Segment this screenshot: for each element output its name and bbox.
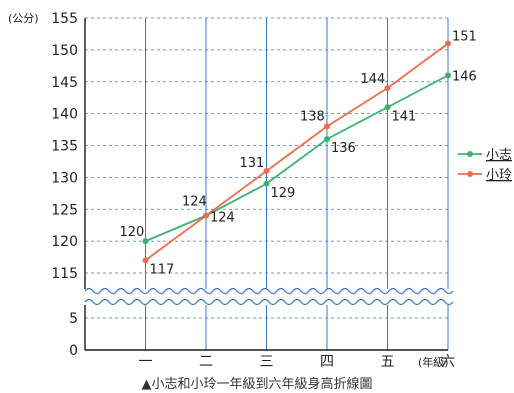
data-label: 136 [331, 141, 356, 156]
x-tick-label: 五 [381, 354, 395, 370]
y-tick-label: 155 [51, 11, 78, 27]
legend-label-0: 小志 [486, 148, 512, 163]
legend-marker-0 [467, 151, 473, 157]
data-point [445, 72, 451, 79]
data-point [324, 123, 330, 130]
data-point [142, 238, 149, 245]
legend-label-1: 小玲 [486, 168, 512, 183]
y-tick-label: 0 [69, 343, 78, 359]
data-label: 117 [150, 262, 175, 277]
y-tick-label: 130 [51, 170, 78, 186]
x-tick-label: 六 [441, 354, 455, 370]
axis-break-wave-top [84, 287, 454, 295]
data-point [142, 257, 149, 264]
data-label: 124 [210, 211, 235, 226]
data-label: 131 [240, 156, 265, 171]
x-tick-label: 一 [139, 354, 153, 370]
x-tick-label: 二 [199, 354, 213, 370]
y-axis-unit: (公分) [8, 12, 39, 25]
y-tick-label: 115 [51, 266, 78, 282]
x-tick-label: 三 [260, 354, 274, 370]
y-tick-label: 150 [51, 43, 78, 59]
data-label: 146 [452, 69, 477, 84]
data-label: 120 [120, 225, 145, 240]
y-tick-label: 135 [51, 139, 78, 155]
data-point [384, 104, 391, 111]
chart-caption: ▲小志和小玲一年級到六年級身高折線圖 [142, 376, 373, 392]
axis-break-wave-bottom [84, 298, 454, 306]
y-tick-label: 5 [69, 311, 78, 327]
y-tick-label: 145 [51, 75, 78, 91]
data-point [324, 136, 330, 143]
series-line-1 [144, 42, 449, 261]
data-point [263, 180, 270, 187]
data-label: 124 [182, 195, 207, 210]
data-point [263, 168, 270, 174]
data-point [203, 212, 209, 219]
data-label: 138 [300, 109, 325, 124]
x-tick-label: 四 [320, 354, 334, 370]
data-label: 144 [361, 72, 386, 87]
y-tick-label: 125 [51, 202, 78, 218]
y-tick-label: 140 [51, 107, 78, 123]
data-label: 151 [452, 30, 477, 45]
data-point [445, 40, 451, 47]
data-label: 129 [271, 186, 296, 201]
x-axis-unit: (年級) [418, 355, 449, 369]
data-label: 141 [392, 109, 417, 124]
legend-marker-1 [467, 171, 473, 177]
data-point [384, 85, 391, 92]
y-tick-label: 120 [51, 234, 78, 250]
series-line-0 [145, 74, 449, 242]
